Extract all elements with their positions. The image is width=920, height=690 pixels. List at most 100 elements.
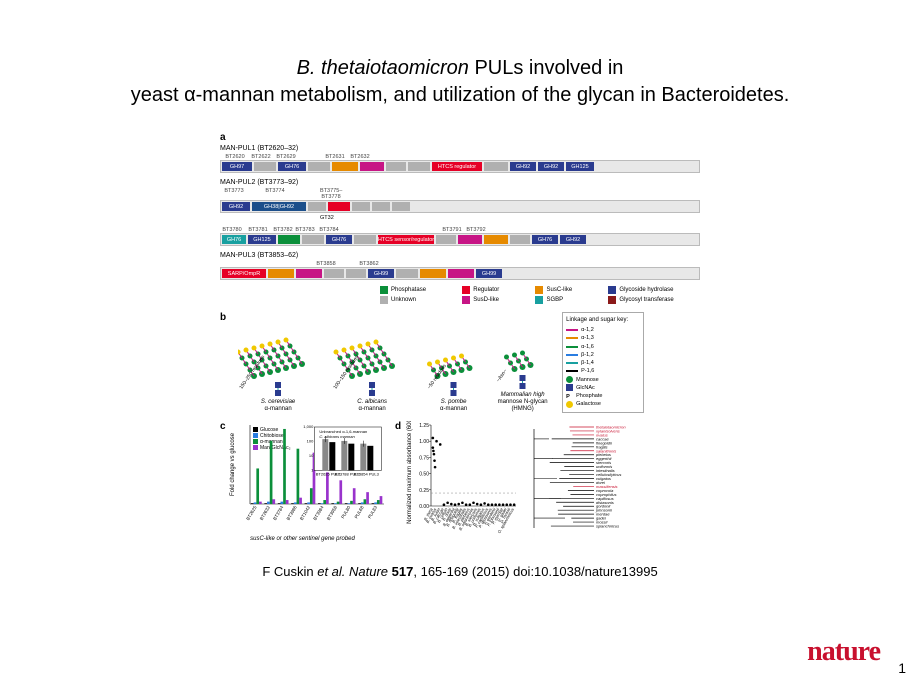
glycan-structure: 150–250 residuesS. cerevisiaeα-mannan — [238, 326, 318, 413]
gene-box — [296, 269, 322, 278]
gene-box — [436, 235, 456, 244]
svg-text:PUL83: PUL83 — [367, 504, 378, 519]
citation-journal: Nature — [345, 564, 391, 579]
svg-text:100–150 residues: 100–150 residues — [333, 354, 361, 390]
gene-box — [332, 162, 358, 171]
panel-d-label: d — [395, 421, 401, 542]
gene-box: GH125 — [566, 162, 594, 171]
panel-a-legend: Phosphatase Regulator SusC-like Glycoside h… — [380, 286, 700, 304]
citation: F Cuskin et al. Nature 517, 165-169 (201… — [0, 564, 920, 579]
glycan-structure: 100–150 residuesC. albicansα-mannan — [332, 326, 412, 413]
chart-d-scatter: 0.000.250.500.751.001.25Normalized maxim… — [405, 421, 520, 536]
gene-box — [324, 269, 344, 278]
panel-a-label: a — [220, 132, 226, 143]
panel-b: b 150–250 residuesS. cerevisiaeα-mannan … — [220, 312, 700, 413]
chart-c-xlabel: susC-like or other sentinel gene probed — [220, 536, 385, 542]
gene-box — [268, 269, 294, 278]
gene-box — [308, 162, 330, 171]
gene-box — [510, 235, 530, 244]
panel-c-label: c — [220, 421, 226, 536]
panel-d: d 0.000.250.500.751.001.25Normalized max… — [395, 421, 700, 542]
svg-text:C. albicans mannan: C. albicans mannan — [319, 434, 355, 439]
panel-c: c Fold change vs glucoseGlucoseChitobios… — [220, 421, 385, 542]
svg-text:10: 10 — [308, 452, 313, 457]
svg-text:BT2632: BT2632 — [258, 504, 270, 521]
pul-gene-row: GH97GH76HTCS regulatorGH92GH92GH125 — [220, 160, 700, 173]
gene-box — [396, 269, 418, 278]
gene-box: HTCS sensor/regulator — [378, 235, 434, 244]
gene-box — [484, 162, 508, 171]
pul-gene-row: GH76GH125GH76HTCS sensor/regulatorGH76GH… — [220, 233, 700, 246]
legend-item: SusD-like — [462, 296, 525, 304]
svg-text:BT3986: BT3986 — [285, 504, 297, 521]
gene-box: HTCS regulator — [432, 162, 482, 171]
gene-box: GH38|GH92 — [252, 202, 306, 211]
citation-authors: F Cuskin — [262, 564, 317, 579]
gene-box — [360, 162, 384, 171]
title-line2: yeast α-mannan metabolism, and utilizati… — [131, 84, 790, 106]
svg-text:BT3784: BT3784 — [272, 504, 284, 521]
gene-box: GH99 — [368, 269, 394, 278]
glycan-structure: ~Asn~Mammalian highmannose N-glycan(HMNG… — [495, 319, 550, 413]
legend-item: Glycosyl transferase — [608, 296, 700, 304]
gene-box — [278, 235, 300, 244]
title-rest1: PULs involved in — [469, 57, 624, 79]
gene-box — [354, 235, 376, 244]
gene-box: GH92 — [222, 202, 250, 211]
gene-box: GH76 — [278, 162, 306, 171]
pul-gene-row: SARP/OmpR GH99 GH99 — [220, 267, 700, 280]
legend-item: SusC-like — [535, 286, 598, 294]
gene-box — [254, 162, 276, 171]
legend-item: Phosphatase — [380, 286, 452, 294]
gene-box: GH92 — [510, 162, 536, 171]
svg-text:1,000: 1,000 — [303, 424, 314, 429]
gene-box — [392, 202, 410, 211]
svg-text:BT1042: BT1042 — [299, 504, 311, 521]
svg-text:1.00: 1.00 — [419, 439, 429, 445]
legend-item: Regulator — [462, 286, 525, 294]
figure: a MAN-PUL1 (BT2620–32)BT2620BT2622BT2629… — [220, 127, 700, 542]
gene-box — [408, 162, 430, 171]
svg-text:~Asn~: ~Asn~ — [496, 368, 509, 383]
svg-text:1.25: 1.25 — [419, 423, 429, 429]
page-number: 1 — [898, 660, 906, 676]
svg-text:PUL68: PUL68 — [353, 504, 364, 519]
gene-box — [328, 202, 350, 211]
gene-box: GH76 — [532, 235, 558, 244]
chart-d-tree: thetaiotaomicronxylanisolvensovatuscacca… — [524, 421, 684, 536]
title-italic: B. thetaiotaomicron — [297, 57, 469, 79]
svg-text:splanchnicus: splanchnicus — [596, 523, 619, 528]
gene-box — [352, 202, 370, 211]
svg-text:0.25: 0.25 — [419, 487, 429, 493]
gene-box: GH76 — [326, 235, 352, 244]
gene-box: GH92 — [538, 162, 564, 171]
legend-item: SGBP — [535, 296, 598, 304]
svg-text:BT3984: BT3984 — [312, 504, 324, 521]
gene-box: GH92 — [560, 235, 586, 244]
legend-item: Unknown — [380, 296, 452, 304]
panel-cd-row: c Fold change vs glucoseGlucoseChitobios… — [220, 421, 700, 542]
nature-logo: nature — [807, 636, 880, 668]
svg-text:BT2625: BT2625 — [245, 504, 257, 521]
gene-box — [420, 269, 446, 278]
legend-item: Glycoside hydrolase — [608, 286, 700, 294]
citation-rest: , 165-169 (2015) doi:10.1038/nature13995 — [413, 564, 657, 579]
gene-box: GH99 — [476, 269, 502, 278]
gene-box — [484, 235, 508, 244]
glycan-structure: ~50 residuesS. pombeα-mannan — [426, 326, 481, 413]
citation-etal: et al. — [317, 564, 345, 579]
svg-text:0.50: 0.50 — [419, 471, 429, 477]
gene-box — [386, 162, 406, 171]
svg-text:0.75: 0.75 — [419, 455, 429, 461]
svg-text:Normalized maximum absorbance: Normalized maximum absorbance (600 nm) — [407, 421, 413, 524]
gene-box: SARP/OmpR — [222, 269, 266, 278]
slide-title: B. thetaiotaomicron PULs involved in yea… — [0, 0, 920, 109]
svg-text:100: 100 — [306, 438, 313, 443]
gene-box — [372, 202, 390, 211]
gene-box — [346, 269, 366, 278]
gene-box — [448, 269, 474, 278]
pul-gene-row: GH92GH38|GH92 — [220, 200, 700, 213]
chart-c-svg: Fold change vs glucoseGlucoseChitobioseα… — [228, 421, 385, 536]
gene-box: GH125 — [248, 235, 276, 244]
svg-text:Man₉GlcNAc₂: Man₉GlcNAc₂ — [260, 445, 291, 451]
